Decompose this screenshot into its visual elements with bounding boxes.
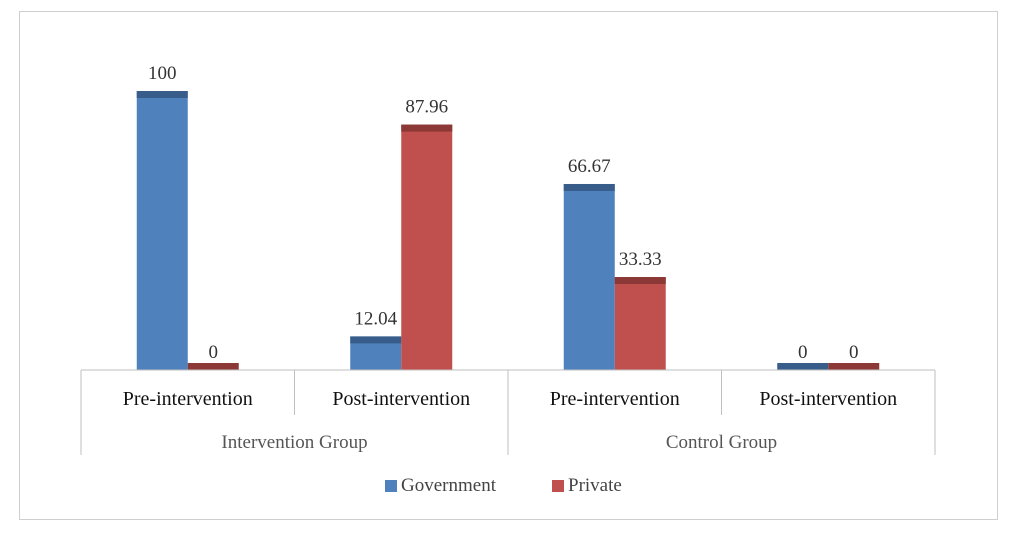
category-label-0: Pre-intervention	[123, 388, 253, 410]
legend: Government Private	[385, 475, 622, 496]
bars-layer	[136, 91, 880, 370]
axes-layer	[80, 369, 936, 455]
bar-government-0	[136, 91, 188, 370]
legend-swatch-government	[385, 480, 397, 492]
group-label-0: Intervention Group	[221, 432, 367, 453]
bar-cap-government-1	[350, 336, 402, 344]
data-label-government-1: 12.04	[354, 308, 397, 329]
data-label-government-3: 0	[798, 342, 808, 363]
bar-cap-government-3	[777, 363, 829, 370]
labels-layer: 100 12.04 66.67 0 0 87.96 33.33 0 Pre-interventi…	[123, 63, 897, 453]
data-label-private-2: 33.33	[619, 249, 662, 270]
bar-cap-government-2	[563, 183, 615, 191]
bar-cap-private-0	[187, 363, 239, 370]
bar-government-2	[563, 183, 615, 370]
data-label-government-2: 66.67	[568, 156, 611, 177]
data-label-private-0: 0	[209, 342, 219, 363]
category-label-1: Post-intervention	[332, 388, 470, 410]
data-label-private-3: 0	[849, 342, 859, 363]
legend-label-private: Private	[568, 475, 622, 496]
bar-private-2	[614, 277, 666, 370]
legend-label-government: Government	[401, 475, 497, 496]
bar-cap-government-0	[136, 91, 188, 98]
category-label-2: Pre-intervention	[550, 388, 680, 410]
data-label-private-1: 87.96	[405, 97, 448, 118]
bar-cap-private-3	[828, 363, 880, 370]
bar-private-1	[401, 124, 453, 370]
bar-cap-private-2	[614, 277, 666, 285]
group-label-1: Control Group	[666, 432, 777, 453]
bar-cap-private-1	[401, 124, 453, 132]
data-label-government-0: 100	[148, 63, 177, 84]
legend-swatch-private	[552, 480, 564, 492]
category-label-3: Post-intervention	[759, 388, 897, 410]
